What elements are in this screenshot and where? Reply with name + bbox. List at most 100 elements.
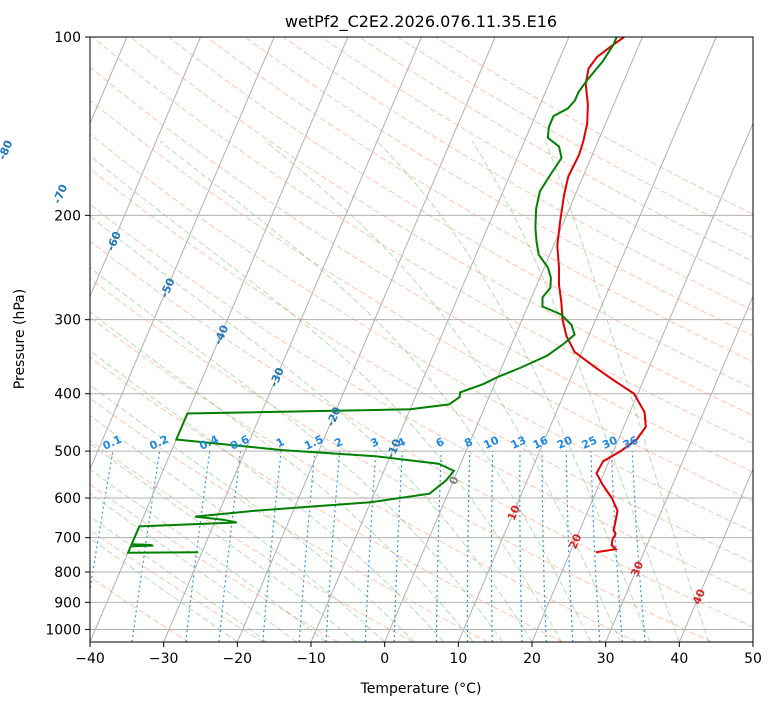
y-tick-label: 200	[54, 208, 81, 224]
y-tick-label: 400	[54, 387, 81, 403]
isotherm-label: -30	[267, 365, 287, 389]
isotherm-line	[90, 37, 201, 298]
x-tick-label: 50	[744, 651, 762, 667]
mixing-ratio-label: 0.2	[147, 433, 170, 453]
isotherm-label: 20	[566, 532, 584, 551]
dry-adiabat	[282, 37, 753, 312]
isotherm-line	[90, 37, 275, 471]
chart-title: wetPf2_C2E2.2026.076.11.35.E16	[285, 12, 557, 32]
y-tick-label: 100	[54, 30, 81, 46]
isotherm-label: 30	[628, 559, 646, 578]
mixing-ratio-line	[435, 451, 442, 642]
moist-adiabat	[159, 140, 592, 642]
isotherm-label: -50	[158, 276, 178, 300]
dry-adiabat	[90, 66, 753, 473]
mixing-ratio-label: 6	[434, 435, 447, 450]
dry-adiabat	[90, 203, 753, 595]
moist-adiabat	[472, 141, 680, 642]
dry-adiabat	[90, 397, 488, 642]
dry-adiabat	[244, 37, 753, 337]
mixing-ratio-label: 13	[509, 434, 528, 452]
x-tick-label: −10	[296, 651, 326, 667]
x-tick-label: 10	[449, 651, 467, 667]
mixing-ratio-label: 30	[600, 433, 620, 451]
profile-line	[556, 37, 647, 554]
dry-adiabat	[90, 168, 753, 563]
mixing-ratio-label: 36	[621, 433, 641, 451]
y-tick-label: 600	[54, 491, 81, 507]
x-tick-label: −30	[149, 651, 179, 667]
profile-line	[126, 37, 618, 554]
mixing-ratio-label: 16	[531, 433, 551, 451]
x-tick-label: −20	[223, 651, 253, 667]
background-lines	[90, 37, 753, 642]
isotherm-line	[310, 37, 570, 642]
mixing-ratio-line	[218, 451, 242, 642]
x-tick-label: −40	[75, 651, 105, 667]
isotherm-label: -70	[51, 182, 71, 206]
dry-adiabat	[90, 576, 190, 642]
moist-adiabat	[90, 442, 356, 642]
mixing-ratio-line	[490, 451, 494, 642]
y-tick-label: 800	[54, 565, 81, 581]
y-tick-label: 300	[54, 313, 81, 329]
mixing-ratio-line	[466, 451, 471, 642]
y-tick-label: 500	[54, 444, 81, 460]
isotherm-line	[531, 122, 753, 642]
y-tick-label: 700	[54, 531, 81, 547]
mixing-ratio-label: 0.6	[228, 433, 251, 453]
isotherm-line	[752, 640, 753, 642]
dry-adiabat	[90, 483, 339, 642]
dry-adiabat	[90, 316, 638, 642]
isotherm-label: 10	[505, 503, 523, 522]
mixing-ratio-label: 8	[462, 435, 474, 450]
y-axis-title: Pressure (hPa)	[12, 289, 28, 389]
dry-adiabat	[90, 240, 753, 628]
dry-adiabat	[90, 440, 414, 642]
moist-adiabat	[90, 492, 297, 642]
mixing-ratio-label: 20	[555, 433, 575, 451]
profile-series	[126, 37, 647, 554]
dry-adiabat	[206, 37, 753, 363]
isotherm-label: -40	[212, 323, 232, 347]
x-tick-label: 0	[380, 651, 389, 667]
moist-adiabat	[90, 468, 327, 642]
isotherm-label: 0	[447, 474, 462, 486]
mixing-ratio-line	[590, 451, 601, 642]
mixing-ratio-line	[519, 451, 523, 642]
axes: −40 −30 −20 −10 0 10 20 30 40 5010020030040050060…	[45, 30, 762, 667]
moist-adiabat	[545, 141, 710, 642]
mixing-ratio-line	[364, 451, 377, 642]
mixing-ratio-label: 10	[482, 433, 502, 451]
isotherm-label: -80	[0, 138, 16, 162]
dry-adiabat	[90, 356, 563, 642]
isotherm-label: -20	[324, 405, 344, 429]
dry-adiabat	[168, 37, 753, 389]
x-tick-label: 20	[523, 651, 541, 667]
y-tick-label: 1000	[45, 622, 81, 638]
isotherm-label: -60	[104, 229, 124, 253]
moist-adiabat	[90, 537, 238, 642]
x-tick-label: 30	[597, 651, 615, 667]
mixing-ratio-line	[298, 451, 316, 642]
dry-adiabat	[91, 37, 753, 445]
mixing-ratio-label: 25	[580, 434, 599, 452]
plot-frame	[89, 36, 754, 643]
isotherm-line	[236, 37, 496, 642]
mixing-ratio-line	[90, 450, 114, 594]
mixing-ratio-label: 1.5	[302, 433, 325, 453]
dry-adiabat	[90, 133, 753, 533]
isotherm-line	[163, 37, 422, 642]
dry-adiabat	[130, 37, 753, 417]
pressure-gridlines	[90, 37, 753, 630]
x-tick-label: 40	[670, 651, 688, 667]
y-tick-label: 900	[54, 595, 81, 611]
mixing-ratio-label: 1	[274, 435, 286, 450]
isotherm-line	[605, 295, 753, 642]
isotherm-label: 40	[690, 587, 708, 606]
isotherm-line	[678, 467, 753, 642]
mixing-ratio-label: 2	[332, 435, 344, 450]
mixing-ratio-line	[185, 451, 211, 642]
x-axis-title: Temperature (°C)	[360, 681, 482, 697]
